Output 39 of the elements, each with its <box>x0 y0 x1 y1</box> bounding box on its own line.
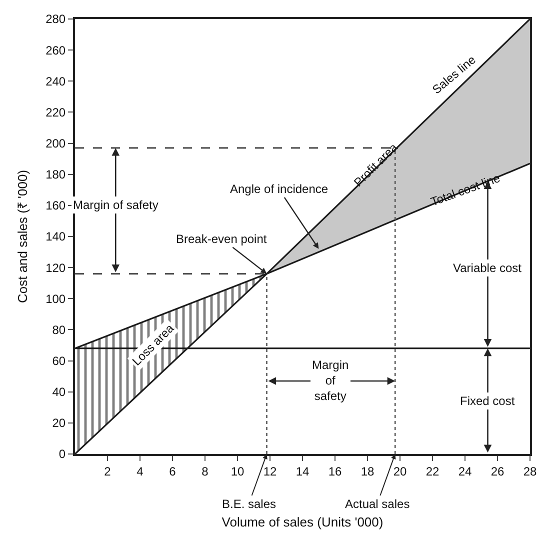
x-tick-label: 16 <box>328 464 342 478</box>
annotation: Angle of incidence <box>230 182 328 196</box>
annotation: Fixed cost <box>460 394 516 408</box>
y-tick-label: 160 <box>46 198 66 213</box>
y-tick-label: 180 <box>46 168 66 182</box>
x-tick-label: 10 <box>230 464 244 478</box>
x-tick-label: 6 <box>169 464 176 478</box>
x-tick-label: 2 <box>104 464 112 478</box>
y-tick-label: 260 <box>46 43 66 58</box>
y-tick-label: 20 <box>52 416 66 430</box>
y-tick-label: 140 <box>46 230 66 244</box>
y-tick-label: 120 <box>46 260 66 275</box>
x-tick-label: 18 <box>360 464 374 478</box>
x-tick-label: 26 <box>490 464 504 478</box>
x-tick-label: 28 <box>523 464 537 478</box>
x-tick-label: 4 <box>136 464 144 478</box>
annotation: Break-even point <box>176 232 268 246</box>
y-tick-label: 200 <box>46 136 66 150</box>
x-axis-title: Volume of sales (Units '000) <box>222 514 384 530</box>
y-tick-label: 60 <box>52 354 66 368</box>
y-tick-label: 240 <box>46 74 66 88</box>
x-tick-label: 14 <box>296 464 310 478</box>
y-tick-label: 100 <box>46 292 66 306</box>
y-tick-label: 40 <box>52 385 66 400</box>
y-tick-label: 0 <box>58 447 66 462</box>
annotation: Margin of safety <box>312 358 349 404</box>
annotation: Margin of safety <box>73 198 158 212</box>
y-tick-label: 80 <box>52 322 66 337</box>
x-tick-label: 8 <box>202 464 209 478</box>
y-tick-label: 220 <box>46 105 66 120</box>
y-axis-title: Cost and sales (₹ '000) <box>15 170 30 304</box>
annotation: Variable cost <box>453 261 522 275</box>
x-tick-label: 20 <box>393 464 407 478</box>
annotation: B.E. sales <box>222 497 276 511</box>
annotation: Actual sales <box>345 497 410 511</box>
x-tick-label: 12 <box>263 464 277 478</box>
x-tick-label: 22 <box>426 464 440 478</box>
x-tick-label: 24 <box>458 464 472 478</box>
y-tick-label: 280 <box>46 12 66 26</box>
